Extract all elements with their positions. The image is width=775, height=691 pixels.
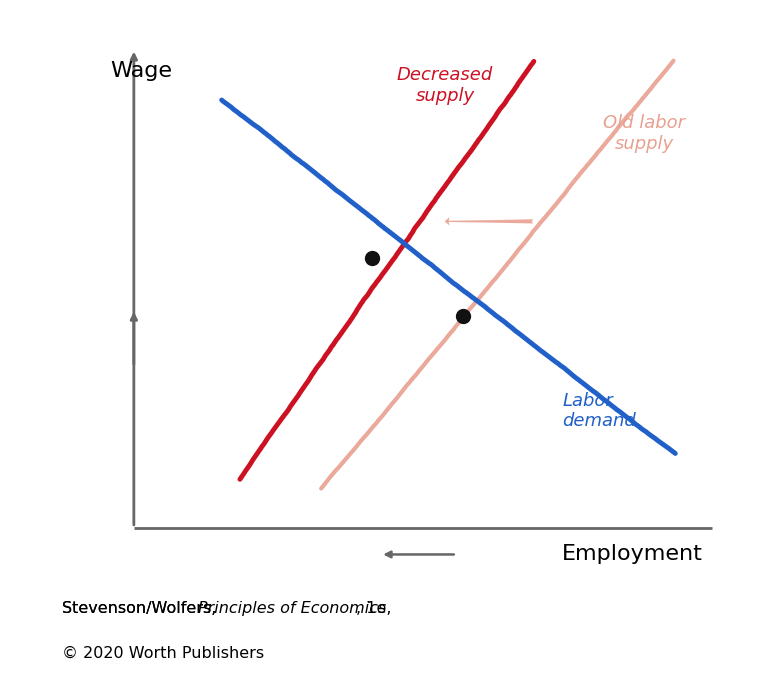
Text: Principles of Economics: Principles of Economics — [198, 601, 386, 616]
Text: Stevenson/Wolfers,: Stevenson/Wolfers, — [62, 601, 222, 616]
Text: Old labor
supply: Old labor supply — [604, 115, 685, 153]
Text: Labor
demand: Labor demand — [563, 392, 636, 430]
Text: , 1e,: , 1e, — [356, 601, 392, 616]
Text: Wage: Wage — [110, 61, 172, 81]
Text: © 2020 Worth Publishers: © 2020 Worth Publishers — [62, 646, 264, 661]
Text: Stevenson/Wolfers,: Stevenson/Wolfers, — [62, 601, 222, 616]
Text: Decreased
supply: Decreased supply — [397, 66, 493, 104]
Text: Employment: Employment — [563, 545, 703, 565]
